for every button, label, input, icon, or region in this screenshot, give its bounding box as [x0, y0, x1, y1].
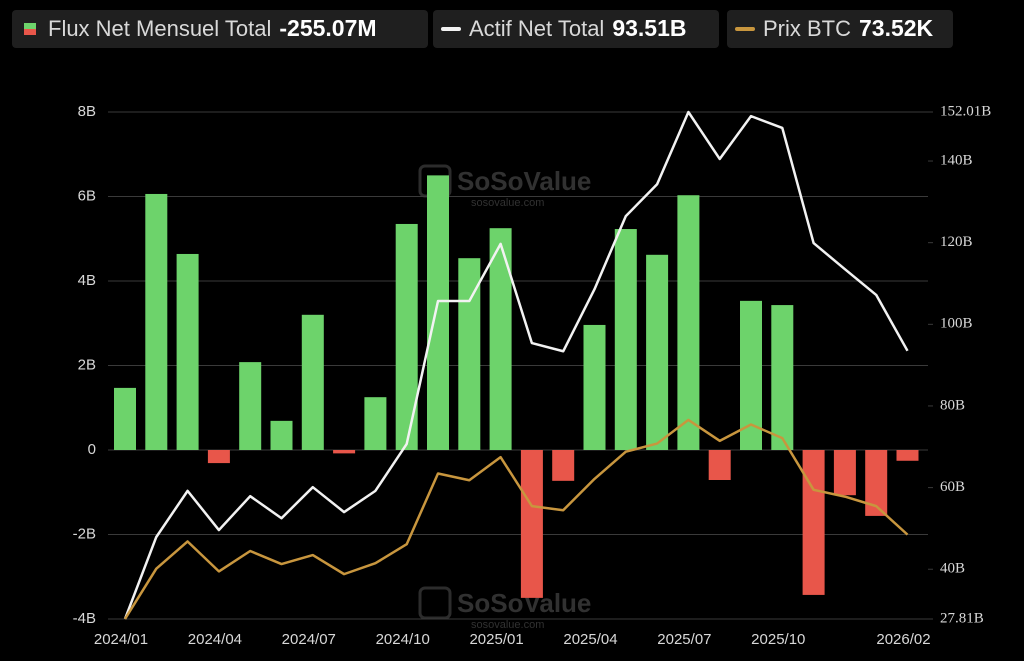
bar: [114, 387, 136, 450]
y2-tick-label: 100B: [940, 316, 973, 332]
y2-tick-label: 80B: [940, 397, 965, 413]
legend-value: 73.52K: [859, 15, 934, 41]
y-tick-label: -4B: [73, 610, 96, 627]
y2-tick-label: 60B: [940, 479, 965, 495]
legend-swatch: [24, 29, 36, 35]
y2-tick-label: 120B: [940, 234, 973, 250]
y-tick-label: 8B: [78, 103, 96, 120]
bar: [364, 397, 387, 450]
watermark-logo: [418, 586, 452, 620]
legend-label: Actif Net Total: [469, 16, 604, 41]
bar: [239, 362, 262, 450]
y-tick-label: 0: [88, 441, 96, 458]
bar: [614, 229, 637, 450]
x-tick-label: 2024/10: [376, 631, 430, 648]
y-tick-label: -2B: [73, 525, 96, 542]
bar: [270, 420, 293, 450]
legend-box: [727, 10, 953, 48]
y-tick-label: 4B: [78, 272, 96, 289]
legend-value: -255.07M: [279, 15, 376, 41]
legend-label: Flux Net Mensuel Total: [48, 16, 271, 41]
bar: [583, 324, 606, 450]
bar: [865, 450, 888, 516]
y2-tick-label: 27.81B: [940, 610, 984, 626]
bar: [646, 254, 669, 450]
y2-tick-label: 40B: [940, 561, 965, 577]
watermark: SoSoValue: [457, 166, 591, 196]
bar: [395, 223, 418, 450]
line: [123, 110, 909, 620]
x-tick-label: 2025/10: [751, 631, 805, 648]
watermark-url: sosovalue.com: [471, 619, 544, 631]
x-tick-label: 2024/04: [188, 631, 242, 648]
x-tick-label: 2024/07: [282, 631, 336, 648]
bar: [677, 195, 700, 450]
bar: [145, 193, 168, 450]
x-tick-label: 2025/07: [657, 631, 711, 648]
bar: [333, 450, 356, 454]
bar: [833, 450, 856, 496]
bar: [520, 450, 543, 598]
legend-box: [433, 10, 719, 48]
bar: [301, 314, 324, 450]
y-tick-label: 6B: [78, 187, 96, 204]
bar: [802, 450, 825, 595]
bar: [489, 228, 512, 450]
bar: [427, 175, 449, 450]
bar: [458, 258, 481, 450]
x-tick-label: 2025/01: [469, 631, 523, 648]
legend-label: Prix BTC: [763, 16, 851, 41]
bar: [771, 305, 794, 450]
x-tick-label: 2024/01: [94, 631, 148, 648]
legend-value: 93.51B: [612, 15, 686, 41]
legend-swatch: [24, 23, 36, 29]
bar: [740, 300, 762, 450]
bar: [207, 450, 230, 464]
y-tick-label: 2B: [78, 356, 96, 373]
y2-tick-label: 140B: [940, 152, 973, 168]
bar: [176, 253, 199, 450]
legend-box: [12, 10, 428, 48]
bar: [708, 450, 731, 480]
watermark-url: sosovalue.com: [471, 197, 544, 209]
y2-tick-label: 152.01B: [940, 103, 991, 119]
x-tick-label: 2025/04: [563, 631, 617, 648]
x-tick-label: 2026/02: [876, 631, 930, 648]
bar: [896, 450, 919, 461]
line: [123, 418, 909, 620]
bar: [552, 450, 575, 481]
